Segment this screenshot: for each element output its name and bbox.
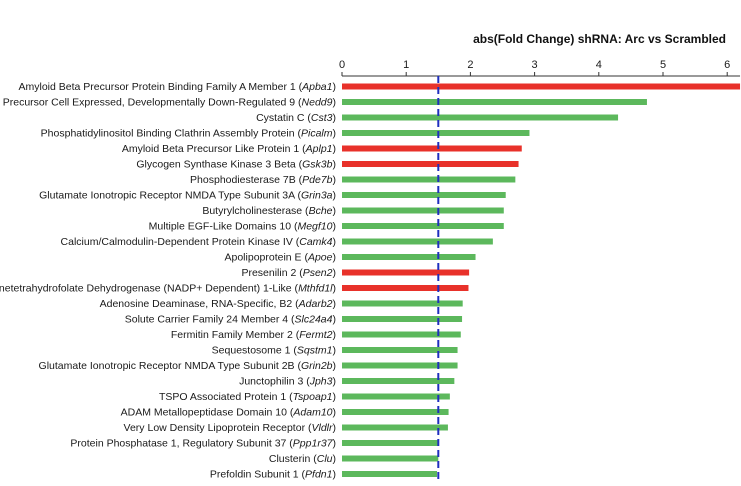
x-axis: 0 1 2 3 4 5 6	[339, 59, 741, 77]
bar	[342, 424, 448, 431]
category-label: Amyloid Beta Precursor Protein Binding F…	[19, 81, 337, 93]
bar	[342, 223, 504, 229]
bar	[342, 347, 458, 353]
category-labels: Amyloid Beta Precursor Protein Binding F…	[0, 81, 336, 481]
bar	[342, 316, 463, 322]
category-label: Presenilin 2 (Psen2)	[241, 267, 336, 279]
category-label: Amyloid Beta Precursor Like Protein 1 (A…	[122, 143, 336, 155]
x-tick-label: 1	[403, 59, 409, 71]
category-label: Butyrylcholinesterase (Bche)	[202, 205, 336, 217]
bar	[342, 440, 439, 446]
category-label: Cystatin C (Cst3)	[256, 112, 336, 124]
category-label: Fermitin Family Member 2 (Fermt2)	[171, 329, 336, 341]
bar	[342, 455, 439, 462]
category-label: Clusterin (Clu)	[269, 453, 336, 465]
category-label: Phosphatidylinositol Binding Clathrin As…	[41, 128, 336, 140]
x-tick-label: 6	[724, 59, 730, 71]
bar	[342, 176, 516, 183]
x-tick-label: 4	[596, 59, 602, 71]
category-label: Solute Carrier Family 24 Member 4 (Slc24…	[125, 314, 336, 326]
chart-title: abs(Fold Change) shRNA: Arc vs Scrambled	[473, 32, 726, 46]
bar	[342, 362, 458, 369]
x-tick-label: 2	[467, 59, 473, 71]
category-label: Adenosine Deaminase, RNA-Specific, B2 (A…	[100, 298, 336, 310]
category-label: Sequestosome 1 (Sqstm1)	[212, 345, 336, 357]
bar	[342, 393, 450, 400]
bar	[342, 207, 504, 214]
category-label: Methylenetetrahydrofolate Dehydrogenase …	[0, 283, 336, 295]
bar	[342, 83, 741, 90]
bar	[342, 145, 522, 152]
category-label: Protein Phosphatase 1, Regulatory Subuni…	[70, 438, 336, 450]
category-label: Phosphodiesterase 7B (Pde7b)	[190, 174, 336, 186]
bar	[342, 238, 493, 245]
category-label: Junctophilin 3 (Jph3)	[239, 376, 336, 388]
category-label: TSPO Associated Protein 1 (Tspoap1)	[159, 391, 336, 403]
category-label: Apolipoprotein E (Apoe)	[225, 252, 337, 264]
x-tick-label: 3	[532, 59, 538, 71]
bar	[342, 409, 449, 415]
category-label: Multiple EGF-Like Domains 10 (Megf10)	[149, 221, 336, 233]
bar	[342, 269, 470, 276]
category-label: ADAM Metallopeptidase Domain 10 (Adam10)	[121, 407, 336, 419]
category-label: Glutamate Ionotropic Receptor NMDA Type …	[39, 190, 336, 202]
category-label: Calcium/Calmodulin-Dependent Protein Kin…	[61, 236, 336, 248]
category-label: Glycogen Synthase Kinase 3 Beta (Gsk3b)	[136, 159, 336, 171]
bar	[342, 192, 506, 198]
bar	[342, 285, 469, 291]
bars	[342, 83, 741, 477]
category-label: Glutamate Ionotropic Receptor NMDA Type …	[39, 360, 336, 372]
bar	[342, 130, 530, 136]
category-label: Neural Precursor Cell Expressed, Develop…	[0, 97, 336, 109]
bar	[342, 378, 455, 384]
bar	[342, 114, 619, 121]
bar	[342, 471, 438, 477]
bar	[342, 254, 476, 260]
bar	[342, 99, 647, 105]
bar	[342, 300, 463, 307]
bar	[342, 331, 461, 338]
category-label: Very Low Density Lipoprotein Receptor (V…	[124, 422, 336, 434]
category-label: Prefoldin Subunit 1 (Pfdn1)	[210, 469, 336, 481]
bar	[342, 161, 519, 167]
x-tick-label: 5	[660, 59, 666, 71]
x-tick-label: 0	[339, 59, 345, 71]
